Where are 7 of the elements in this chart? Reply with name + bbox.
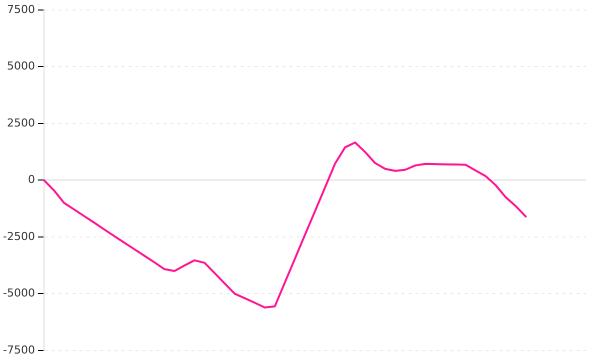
y-tick-label: 0 xyxy=(28,173,35,186)
y-tick-label: -5000 xyxy=(2,286,35,300)
y-tick-label: -7500 xyxy=(2,343,35,356)
y-tick-label: 2500 xyxy=(6,116,35,130)
y-tick-label: 5000 xyxy=(6,60,35,73)
y-tick-label: -2500 xyxy=(2,230,35,243)
y-tick-label: 7500 xyxy=(6,2,35,16)
